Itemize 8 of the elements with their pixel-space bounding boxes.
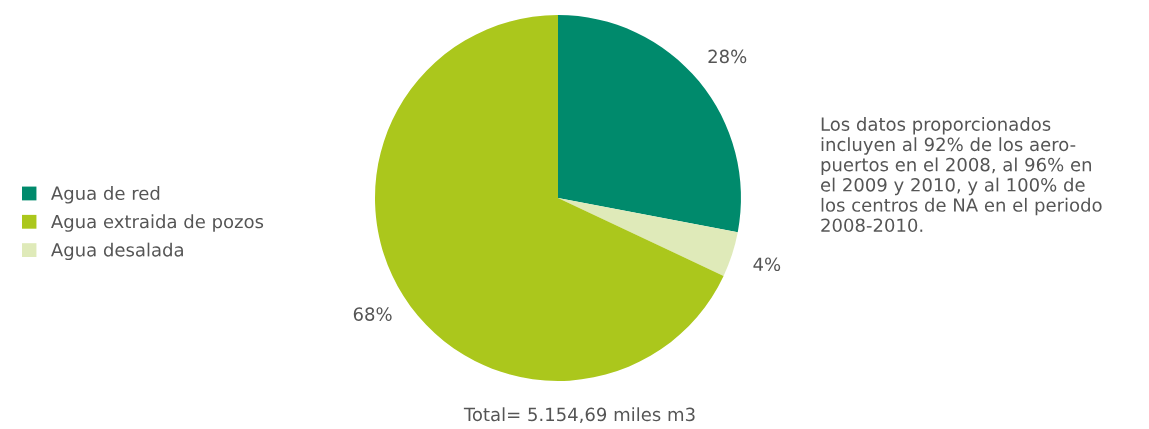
data-label: 68% [353, 307, 392, 321]
text: Total= 5.154,69 miles m3 [463, 407, 695, 424]
legend-label: Agua desalada [51, 242, 183, 261]
data-label: 4% [753, 257, 781, 272]
legend-label: Agua extraida de pozos [51, 214, 264, 232]
text: Los datos proporcionados incluyen al 92% de los aero- puertos en el 2008, al 96% en el 2009 y 2010, y al 100% de los centros de NA en el periodo 2008-2010. [821, 117, 1102, 233]
legend-label: Agua de red [51, 186, 160, 204]
data-label: 28% [708, 49, 747, 64]
